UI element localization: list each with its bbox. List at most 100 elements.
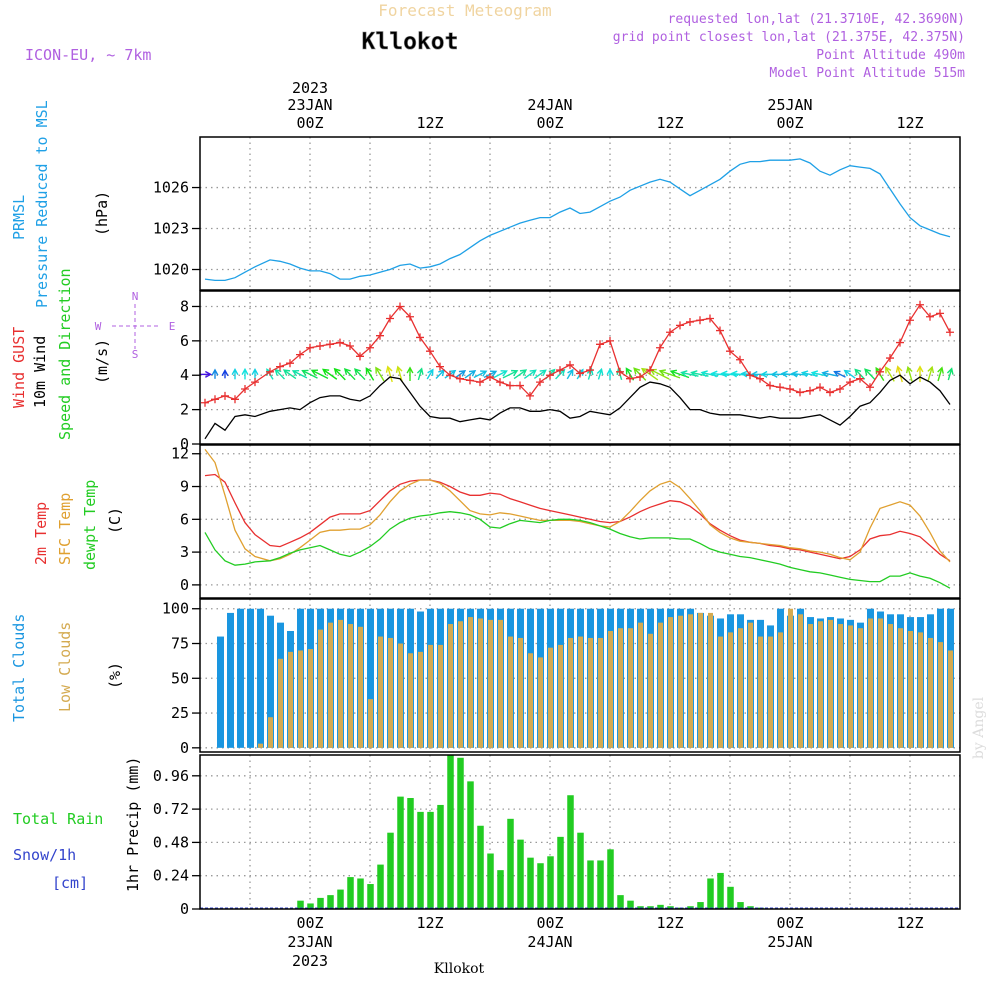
compass-e: E <box>169 320 176 333</box>
top-hour-label: 00Z <box>296 114 323 132</box>
wind-arrow-head <box>854 368 862 376</box>
gust-marker <box>436 362 444 371</box>
gust-marker <box>416 333 424 342</box>
wind-arrow-head <box>343 368 351 376</box>
wind-arrow-head <box>221 368 229 377</box>
rain-bar <box>597 860 604 909</box>
gust-marker <box>806 386 814 395</box>
wind-arrow-head <box>529 369 537 377</box>
wind-arrow-head <box>780 370 788 378</box>
gust-marker <box>316 342 324 351</box>
y-tick-label: 0 <box>180 435 189 453</box>
rain-bar <box>527 857 534 909</box>
gust-marker <box>576 369 584 378</box>
y-tick-label: 0 <box>180 900 189 918</box>
ylabel-precip: 1hr Precip (mm) <box>124 757 142 892</box>
rain-bar <box>457 757 464 909</box>
gust-marker <box>896 338 904 347</box>
wind-arrow-head <box>500 370 508 377</box>
low-cloud-bar <box>328 622 333 748</box>
wind-arrow <box>587 368 593 380</box>
gust-marker <box>456 374 464 383</box>
y-tick-label: 0.24 <box>153 867 189 885</box>
wind-arrow-head <box>458 370 467 377</box>
gust-marker <box>696 316 704 325</box>
low-cloud-bar <box>758 636 763 748</box>
gust-marker <box>736 355 744 364</box>
wind-arrow-head <box>606 367 614 375</box>
gust-marker <box>396 302 404 311</box>
series-line-dewpt-temp <box>204 511 951 589</box>
total-cloud-bar <box>267 615 274 748</box>
low-cloud-bar <box>748 622 753 748</box>
wind-arrow <box>566 369 574 380</box>
low-cloud-bar <box>798 614 803 748</box>
wind-arrow-head <box>301 369 309 376</box>
low-cloud-bar <box>428 644 433 748</box>
bottom-time-axis: 00Z 12Z 00Z 12Z 00Z 12Z 23JAN 24JAN 25JA… <box>287 914 923 977</box>
low-cloud-bar <box>658 622 663 748</box>
series-line-pressure <box>204 158 951 282</box>
wind-arrow <box>435 369 445 380</box>
wind-arrow <box>302 369 318 379</box>
wind-arrow-head <box>468 369 477 377</box>
y-tick-label: 4 <box>180 366 189 384</box>
wind-arrow-head <box>740 370 748 378</box>
wind-arrow-head <box>519 369 528 376</box>
wind-arrow-head <box>395 365 403 373</box>
gust-marker <box>496 378 504 387</box>
wind-arrow-head <box>385 365 393 373</box>
low-cloud-bar <box>528 653 533 748</box>
rain-bar <box>737 902 744 909</box>
total-cloud-bar <box>217 636 224 748</box>
rain-bar <box>417 811 424 909</box>
wind-arrow-head <box>700 370 708 378</box>
y-tick-label: 6 <box>180 332 189 350</box>
low-cloud-bar <box>568 637 573 748</box>
wind-arrow-head <box>596 367 604 376</box>
wind-arrow-head <box>658 369 666 376</box>
ylabel-c: (C) <box>106 507 124 534</box>
left-label-2m-temp: 2m Temp <box>32 502 50 565</box>
top-hour-label: 00Z <box>776 114 803 132</box>
wind-arrow-head <box>927 365 935 374</box>
left-label-gust: Wind GUST <box>10 327 28 408</box>
low-cloud-bar <box>628 628 633 748</box>
gust-marker <box>826 388 834 397</box>
low-cloud-bar <box>268 717 273 748</box>
low-cloud-bar <box>948 650 953 748</box>
rain-bar <box>607 849 614 909</box>
rain-bar <box>577 832 584 909</box>
wind-arrow <box>555 369 565 380</box>
wind-arrow-head <box>810 370 819 378</box>
low-cloud-bar <box>618 628 623 748</box>
gust-marker <box>706 314 714 323</box>
wind-arrow-head <box>937 366 944 374</box>
wind-arrow <box>454 370 466 379</box>
rain-bar <box>357 878 364 909</box>
wind-arrow <box>907 367 913 382</box>
rain-bar <box>547 856 554 909</box>
wind-arrow-head <box>770 370 778 378</box>
gust-marker <box>346 342 354 351</box>
left-label-pressure: Pressure Reduced to MSL <box>33 100 51 308</box>
wind-arrow-head <box>730 370 738 378</box>
low-cloud-bar <box>648 633 653 748</box>
wind-arrow <box>502 370 518 379</box>
wind-arrow <box>834 370 846 378</box>
wind-arrow <box>354 368 366 381</box>
wind-arrow-head <box>821 370 829 378</box>
gust-marker <box>386 314 394 323</box>
wind-arrow-head <box>864 368 872 376</box>
low-cloud-bar <box>838 624 843 748</box>
bottom-hour-label: 12Z <box>416 914 443 932</box>
low-cloud-bar <box>448 624 453 748</box>
bottom-day-label: 25JAN <box>767 933 812 951</box>
low-cloud-bar <box>708 612 713 748</box>
wind-arrow <box>322 368 338 380</box>
gust-marker <box>446 371 454 380</box>
series-line-wind-gust <box>204 303 951 404</box>
y-tick-label: 9 <box>180 478 189 496</box>
watermark: by Angel <box>971 696 987 759</box>
